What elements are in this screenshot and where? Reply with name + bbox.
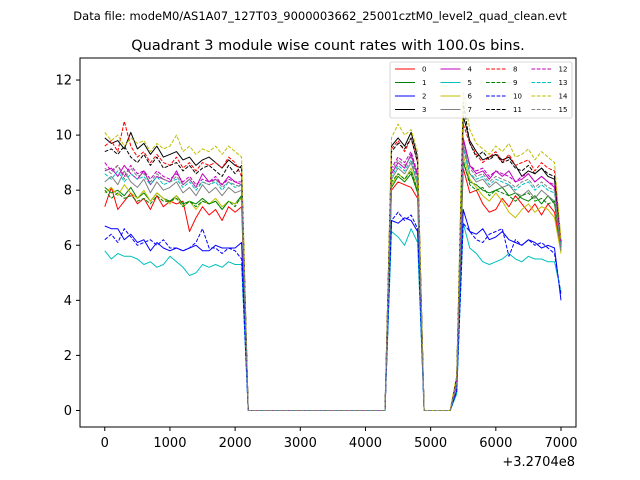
legend-label-4: 4 [468,66,473,74]
legend-label-2: 2 [422,93,426,101]
legend-label-13: 13 [559,79,568,87]
legend-label-0: 0 [422,66,426,74]
x-tick-label: 0 [101,436,109,451]
x-tick-label: 6000 [479,436,512,451]
x-tick-label: 5000 [414,436,447,451]
plot-area [79,57,577,428]
legend-label-9: 9 [513,79,517,87]
data-file-suptitle: Data file: modeM0/AS1A07_127T03_90000036… [73,9,567,23]
x-axis: 0 1000 2000 3000 4000 5000 6000 7000 [101,427,578,451]
legend-label-11: 11 [513,106,522,114]
legend-label-6: 6 [468,93,473,101]
y-tick-label: 10 [55,129,72,144]
series-line-8 [104,120,562,411]
legend-label-10: 10 [513,93,522,101]
x-tick-label: 7000 [544,436,577,451]
y-axis: 0 2 4 6 8 10 12 [55,74,80,419]
y-tick-label: 12 [55,74,72,89]
x-offset-label: +3.2704e8 [502,455,575,470]
series-line-12 [104,140,562,411]
y-tick-label: 2 [64,349,72,364]
legend-label-3: 3 [422,106,426,114]
series-layer [104,90,562,411]
series-line-10 [104,211,562,411]
series-line-11 [104,101,562,411]
x-tick-label: 1000 [153,436,186,451]
y-tick-label: 8 [64,184,72,199]
x-tick-label: 2000 [219,436,252,451]
legend-label-5: 5 [468,79,472,87]
legend-label-1: 1 [422,79,426,87]
series-line-15 [104,142,562,411]
y-tick-label: 6 [64,239,72,254]
legend-label-12: 12 [559,66,568,74]
axes-frame [79,57,577,428]
x-tick-label: 3000 [284,436,317,451]
chart-title: Quadrant 3 module wise count rates with … [131,38,525,54]
x-tick-label: 4000 [349,436,382,451]
legend-label-8: 8 [513,66,517,74]
legend-label-14: 14 [559,93,568,101]
y-tick-label: 0 [64,404,72,419]
legend-box [389,61,573,119]
legend-label-15: 15 [559,106,568,114]
y-tick-label: 4 [64,294,72,309]
legend-label-7: 7 [468,106,472,114]
